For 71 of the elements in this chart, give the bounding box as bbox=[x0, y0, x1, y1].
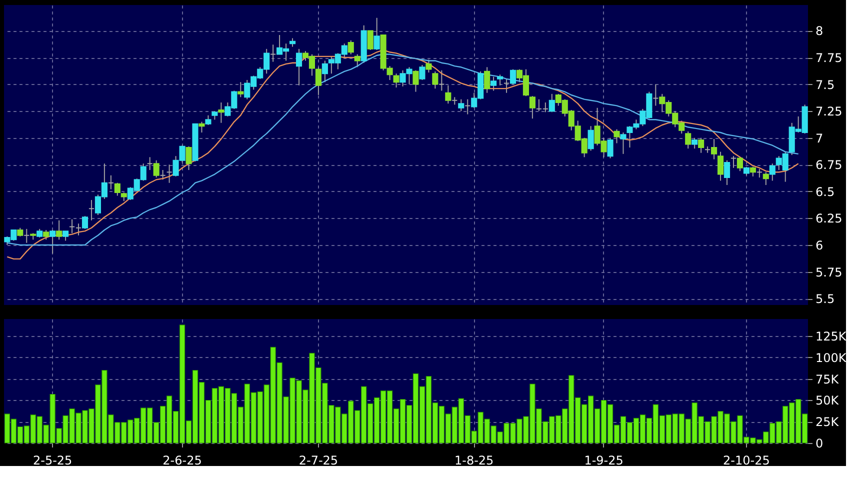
candlestick bbox=[374, 17, 380, 50]
y-tick-label: 7 bbox=[816, 131, 824, 146]
candlestick bbox=[529, 96, 536, 120]
y-tick-label: 6.75 bbox=[816, 158, 842, 172]
candlestick bbox=[769, 163, 776, 182]
candlestick bbox=[393, 73, 400, 88]
candlestick bbox=[614, 128, 620, 144]
candlestick bbox=[296, 48, 302, 86]
candlestick bbox=[348, 40, 354, 55]
candlestick bbox=[724, 160, 730, 186]
candlestick bbox=[367, 30, 374, 50]
candlestick bbox=[205, 114, 212, 126]
candlestick bbox=[464, 98, 471, 115]
y-tick-label: 6.5 bbox=[816, 184, 835, 199]
candlestick bbox=[238, 82, 244, 98]
x-tick-label: 2-10-25 bbox=[723, 454, 770, 468]
candlestick bbox=[75, 223, 82, 236]
y-tick-label: 8 bbox=[816, 24, 824, 38]
candlestick bbox=[160, 170, 166, 180]
candlestick bbox=[497, 74, 504, 86]
candlestick bbox=[438, 70, 445, 92]
candlestick bbox=[503, 78, 510, 94]
y-tick-label: 5.5 bbox=[816, 292, 835, 306]
candlestick bbox=[322, 60, 328, 83]
candlestick bbox=[56, 220, 62, 240]
candlestick bbox=[62, 230, 69, 242]
candlestick bbox=[69, 218, 76, 234]
candlestick bbox=[114, 182, 120, 196]
candlestick bbox=[685, 130, 692, 150]
y-tick-label: 6.25 bbox=[816, 212, 842, 226]
y-tick-label: 50K bbox=[816, 394, 840, 408]
x-tick-label: 2-5-25 bbox=[32, 454, 72, 468]
candlestick bbox=[270, 44, 276, 62]
candlestick bbox=[607, 137, 614, 159]
candlestick bbox=[50, 230, 56, 254]
y-tick-label: 7.25 bbox=[816, 104, 842, 119]
x-tick-label: 1-8-25 bbox=[454, 454, 494, 468]
candlestick bbox=[166, 164, 172, 184]
candlestick bbox=[698, 137, 704, 154]
x-tick-label: 2-6-25 bbox=[162, 454, 202, 468]
x-tick-label: 1-9-25 bbox=[584, 454, 624, 468]
candlestick bbox=[717, 151, 724, 182]
candlestick bbox=[24, 228, 30, 244]
y-tick-label: 7.5 bbox=[816, 78, 835, 92]
candlestick bbox=[490, 76, 497, 92]
candlestick bbox=[354, 54, 360, 68]
candlestick bbox=[426, 59, 432, 73]
candlestick bbox=[652, 84, 659, 106]
y-tick-label: 5.75 bbox=[816, 265, 842, 280]
candlestick bbox=[315, 66, 322, 96]
candlestick bbox=[198, 121, 205, 133]
candlestick bbox=[484, 66, 490, 94]
candlestick bbox=[730, 156, 737, 168]
x-tick-label: 2-7-25 bbox=[298, 454, 338, 468]
y-tick-label: 7.75 bbox=[816, 51, 842, 65]
y-tick-label: 6 bbox=[816, 238, 824, 252]
y-tick-label: 0 bbox=[816, 436, 824, 450]
candlestick bbox=[108, 174, 114, 190]
candlestick bbox=[186, 146, 192, 170]
candlestick bbox=[588, 126, 594, 152]
candlestick bbox=[419, 64, 426, 80]
candlestick bbox=[43, 230, 50, 240]
candlestick bbox=[412, 70, 419, 92]
candlestick bbox=[692, 137, 698, 150]
candlestick bbox=[620, 132, 626, 154]
candlestick bbox=[762, 172, 769, 186]
candlestick bbox=[88, 200, 95, 221]
y-tick-label: 75K bbox=[816, 372, 840, 386]
candlestick bbox=[218, 102, 224, 124]
candlestick bbox=[146, 156, 153, 170]
y-tick-label: 25K bbox=[816, 415, 840, 430]
